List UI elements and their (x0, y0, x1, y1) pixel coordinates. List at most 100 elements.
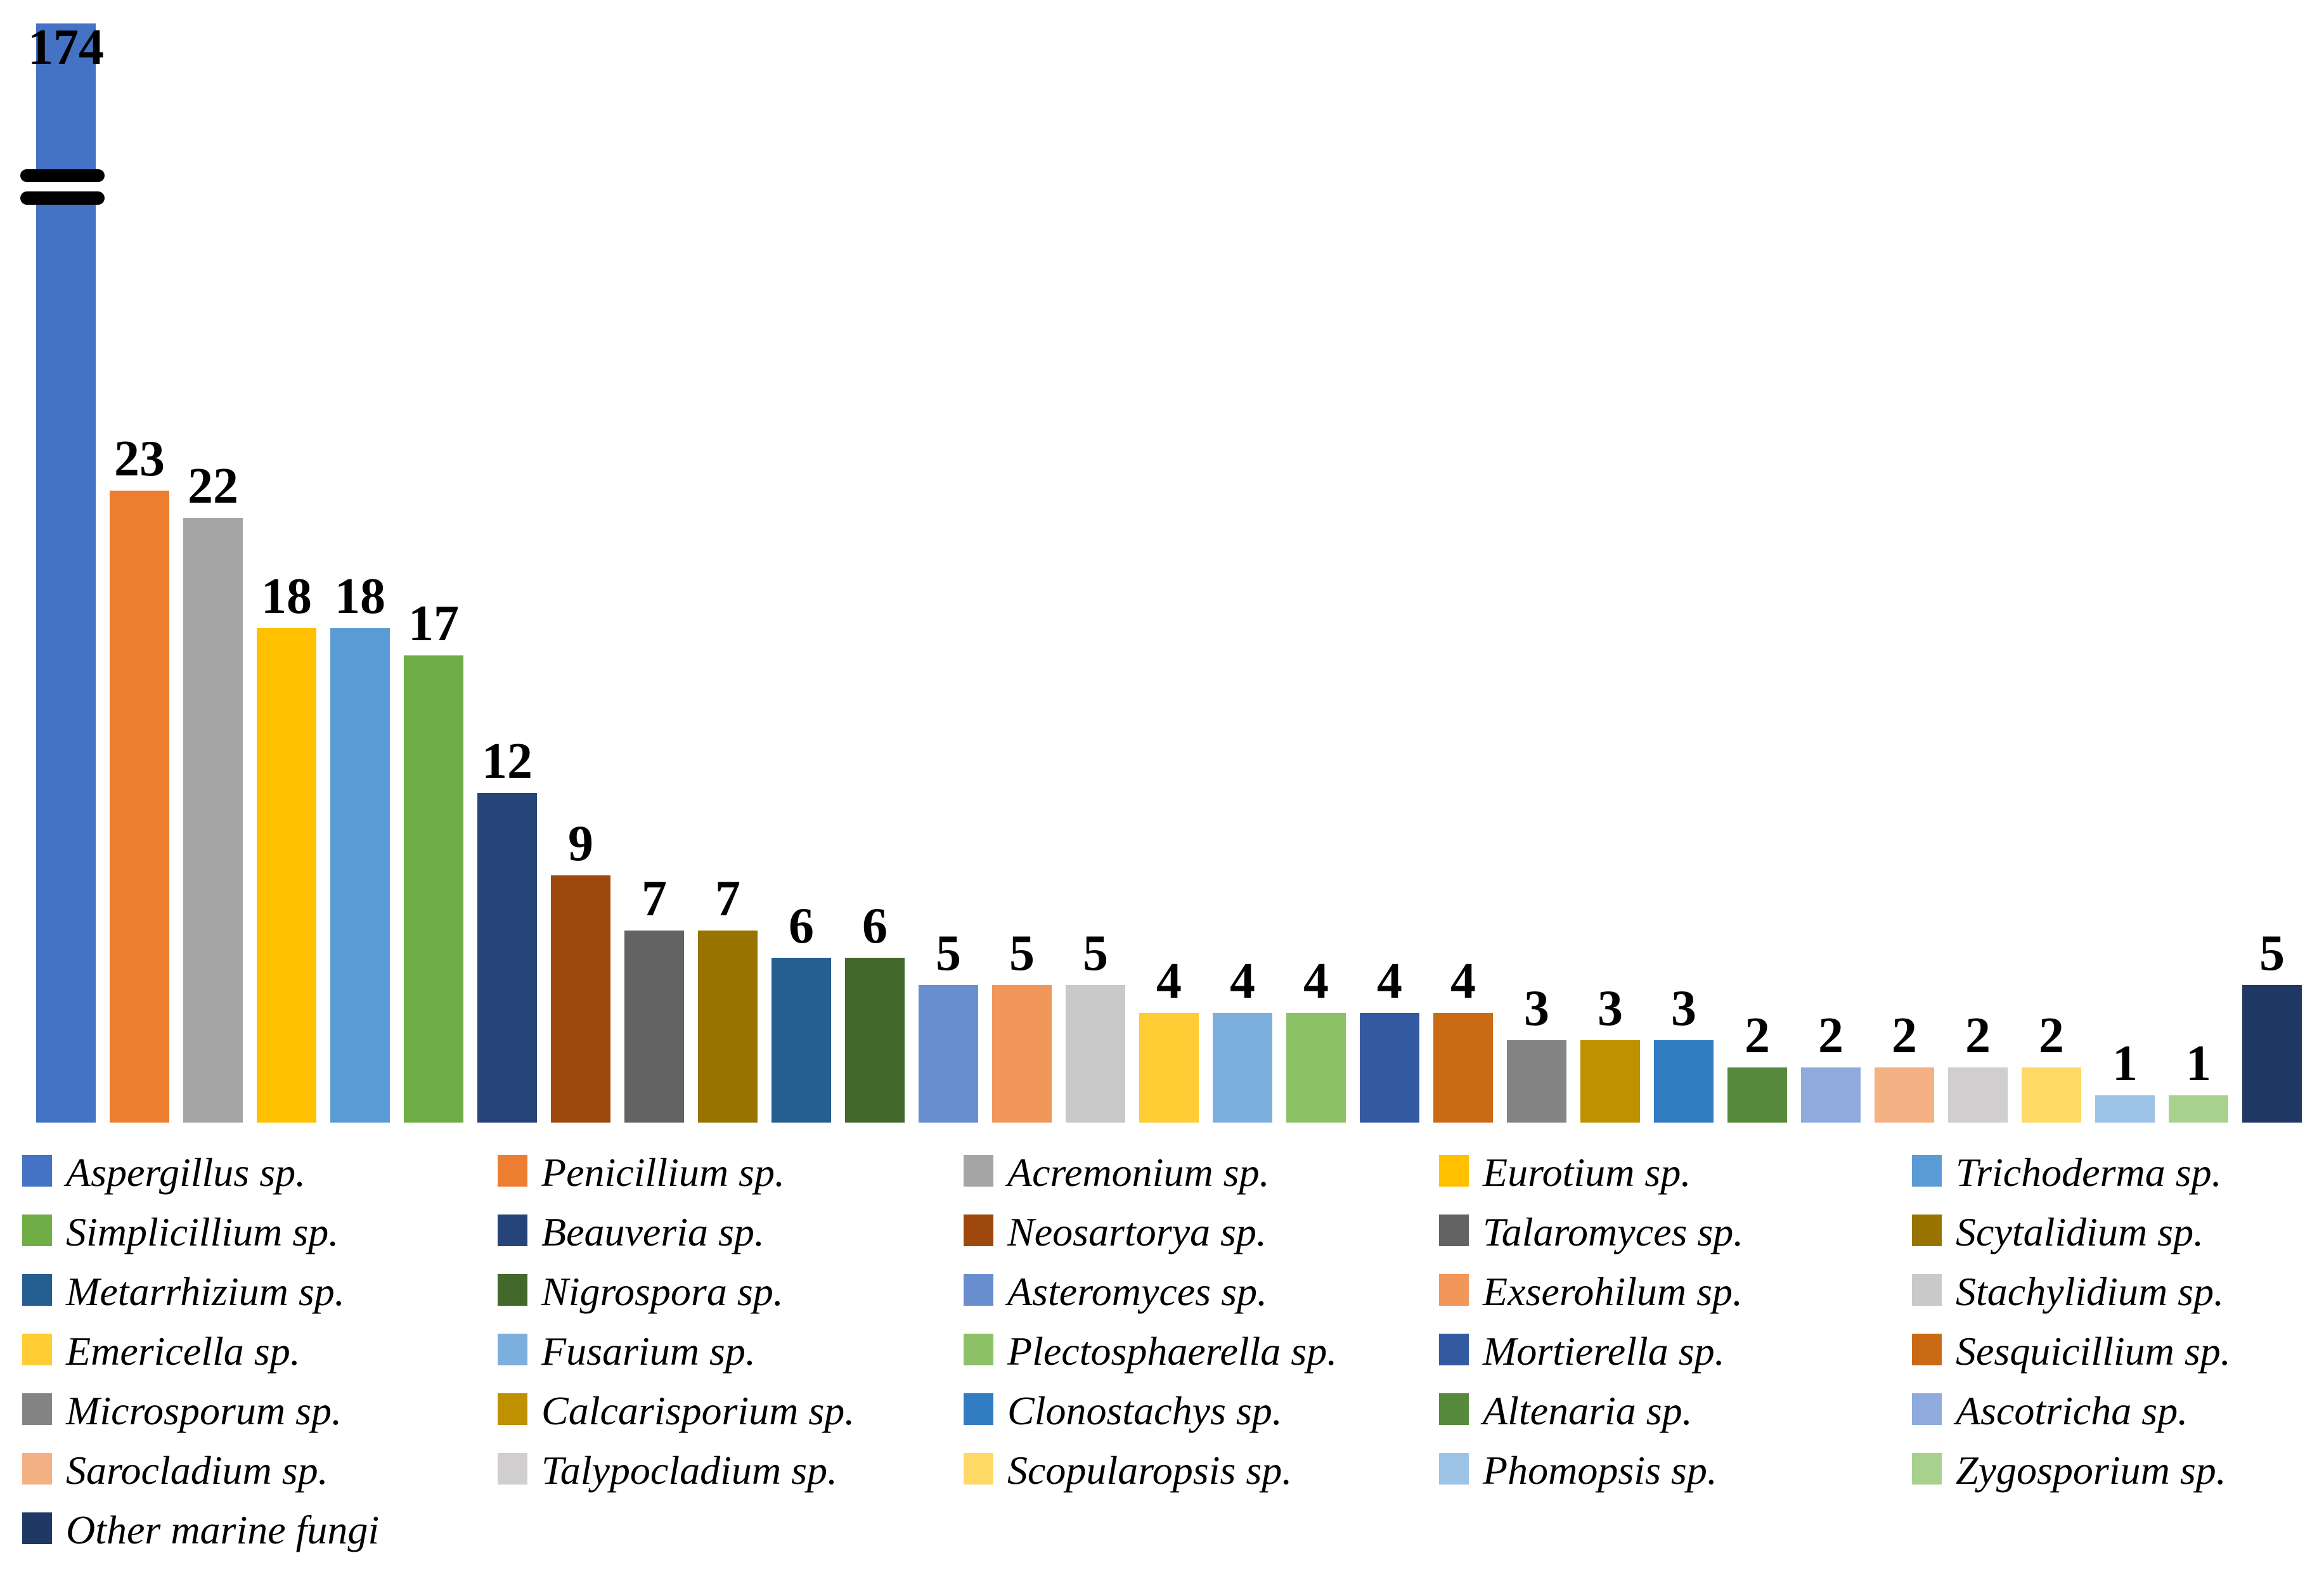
legend-swatch (1439, 1214, 1469, 1246)
bar-value-label: 18 (335, 569, 385, 624)
legend-item: Other marine fungi (22, 1507, 498, 1572)
legend-swatch (22, 1274, 52, 1306)
legend-label: Sarocladium sp. (66, 1448, 328, 1493)
legend-item: Penicillium sp. (498, 1150, 964, 1214)
axis-break-icon (20, 191, 105, 205)
legend-swatch (1439, 1155, 1469, 1187)
legend-label: Metarrhizium sp. (66, 1269, 345, 1314)
bar (1654, 1040, 1714, 1123)
legend-item: Emericella sp. (22, 1331, 498, 1393)
bar-value-label: 5 (2259, 925, 2285, 981)
legend-swatch (1439, 1334, 1469, 1365)
legend-item: Phomopsis sp. (1439, 1450, 1912, 1512)
legend-label: Acremonium sp. (1007, 1150, 1270, 1195)
legend-swatch (22, 1512, 52, 1544)
bar-slot: 2 (1948, 1010, 2008, 1123)
bar-value-label: 5 (1009, 925, 1035, 981)
legend-item: Acremonium sp. (964, 1150, 1439, 1214)
legend-label: Clonostachys sp. (1007, 1388, 1282, 1433)
legend-label: Eurotium sp. (1483, 1150, 1691, 1195)
bar-value-label: 6 (789, 898, 814, 954)
legend-swatch (498, 1155, 527, 1187)
legend-label: Stachylidium sp. (1956, 1269, 2224, 1314)
bar-value-label: 1 (2112, 1036, 2138, 1092)
legend-swatch (1912, 1453, 1942, 1485)
bar-slot: 17 (404, 598, 463, 1123)
bar-value-label: 12 (482, 733, 533, 789)
legend-label: Asteromyces sp. (1007, 1269, 1267, 1314)
bar (1875, 1067, 1934, 1123)
bar-slot: 5 (919, 928, 978, 1123)
bar (110, 491, 169, 1123)
legend-swatch (964, 1393, 993, 1425)
bar (20, 23, 105, 1123)
bar (771, 958, 831, 1123)
bar (624, 931, 684, 1123)
bar-slot: 4 (1360, 956, 1419, 1123)
legend-swatch (1439, 1453, 1469, 1485)
legend-label: Other marine fungi (66, 1507, 380, 1552)
bar-slot: 3 (1580, 983, 1640, 1123)
legend-label: Penicillium sp. (541, 1150, 785, 1195)
bar (1213, 1013, 1272, 1123)
bar-slot: 5 (2242, 928, 2302, 1123)
bar (992, 985, 1052, 1123)
bar-slot: 3 (1654, 983, 1714, 1123)
bar-slot: 2 (1801, 1010, 1861, 1123)
legend-item: Stachylidium sp. (1912, 1269, 2231, 1334)
legend-label: Fusarium sp. (541, 1329, 756, 1374)
bar-slot: 7 (624, 873, 684, 1123)
legend-item: Mortierella sp. (1439, 1329, 1912, 1393)
legend-item: Exserohilum sp. (1439, 1272, 1912, 1334)
legend-label: Talypocladium sp. (541, 1448, 837, 1493)
bar-value-label: 4 (1230, 953, 1255, 1009)
bar-value-label: 3 (1524, 981, 1549, 1036)
legend-label: Microsporum sp. (66, 1388, 342, 1433)
legend-label: Plectosphaerella sp. (1007, 1329, 1338, 1374)
bar (2169, 1095, 2228, 1123)
bar-value-label: 22 (188, 458, 238, 514)
legend-item: Altenaria sp. (1439, 1388, 1912, 1453)
axis-break-icon (20, 169, 105, 182)
bar-value-label: 7 (715, 871, 740, 927)
bar-value-label: 4 (1156, 953, 1182, 1009)
bar-value-label: 17 (408, 596, 459, 652)
bar-value-label: 7 (642, 871, 667, 927)
legend-label: Zygosporium sp. (1956, 1448, 2226, 1493)
legend: Aspergillus sp. Penicillium sp. Acremonium… (22, 1150, 2231, 1572)
legend-item: Metarrhizium sp. (22, 1269, 498, 1334)
bar (1727, 1067, 1787, 1123)
bar-slot: 4 (1286, 956, 1346, 1123)
bar-slot: 23 (110, 434, 169, 1123)
bar (1433, 1013, 1493, 1123)
bar-slot: 3 (1507, 983, 1566, 1123)
legend-item: Simplicillium sp. (22, 1209, 498, 1274)
legend-label: Altenaria sp. (1483, 1388, 1693, 1433)
legend-label: Mortierella sp. (1483, 1329, 1725, 1374)
bar (330, 628, 390, 1123)
bar (1507, 1040, 1566, 1123)
bar-slot: 4 (1139, 956, 1199, 1123)
legend-label: Sesquicillium sp. (1956, 1329, 2231, 1374)
plot-area: 174 23 22 18 18 17 12 9 7 7 6 6 5 5 5 4 4 4 4 4 3 3 3 2 2 2 2 2 1 1 5 (20, 0, 2302, 1123)
bar-slot: 4 (1213, 956, 1272, 1123)
legend-item: Sesquicillium sp. (1912, 1329, 2231, 1393)
legend-label: Trichoderma sp. (1956, 1150, 2222, 1195)
legend-swatch (1912, 1334, 1942, 1365)
legend-item: Aspergillus sp. (22, 1152, 498, 1214)
legend-item: Nigrospora sp. (498, 1272, 964, 1334)
bar (1948, 1067, 2008, 1123)
bar-slot: 18 (330, 571, 390, 1123)
bar-value-label: 2 (1965, 1008, 1991, 1064)
bar (404, 655, 463, 1123)
bar (477, 793, 537, 1123)
legend-swatch (964, 1453, 993, 1485)
bar-value-label: 5 (1083, 925, 1108, 981)
legend-swatch (22, 1453, 52, 1485)
bar (1360, 1013, 1419, 1123)
bar-value-label: 3 (1671, 981, 1696, 1036)
legend-label: Simplicillium sp. (66, 1209, 339, 1254)
bar-value-label: 23 (114, 431, 165, 487)
bar-slot: 174 (20, 22, 105, 1123)
